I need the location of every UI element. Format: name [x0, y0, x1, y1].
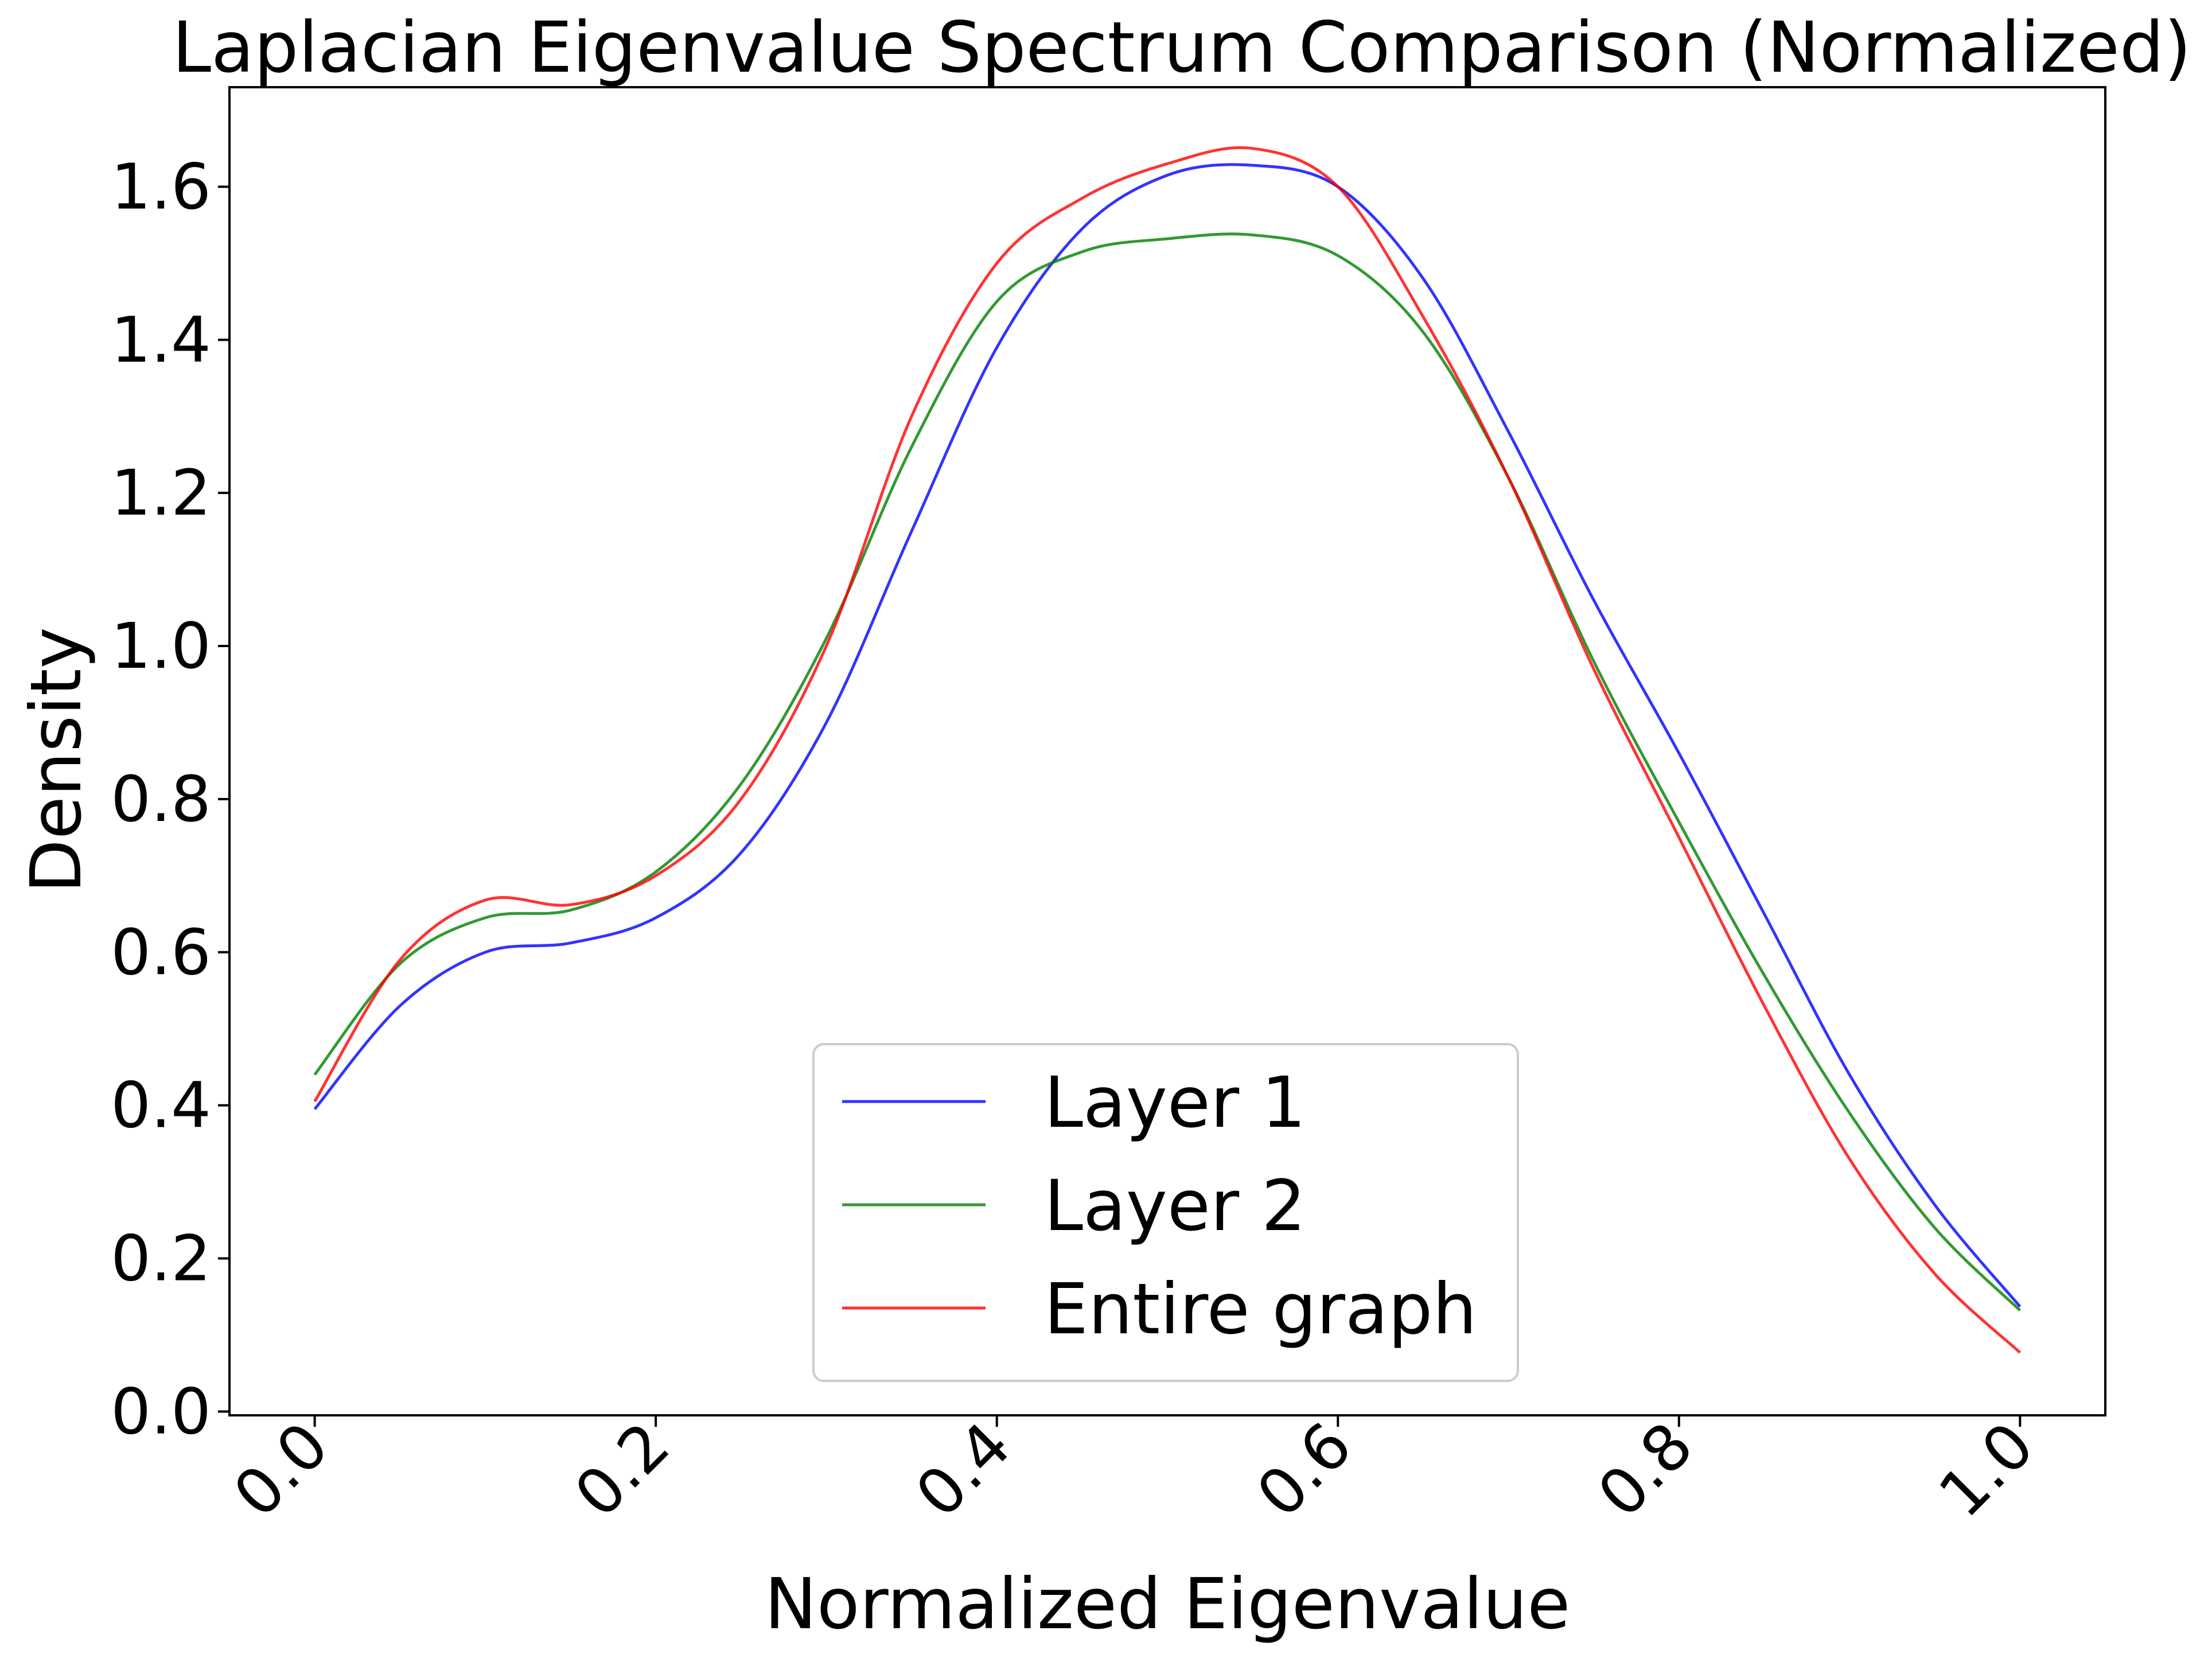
legend-label-layer-1: Layer 1: [1044, 1062, 1306, 1143]
series-line-layer-1: [313, 163, 2022, 1308]
y-tick-label: 0.0: [111, 1375, 211, 1448]
legend-box: [812, 1043, 1519, 1382]
y-tick-label: 0.8: [111, 762, 211, 836]
series-line-entire-graph: [313, 146, 2022, 1354]
plot-frame: [228, 86, 2106, 1416]
y-tick-label: 1.4: [111, 303, 211, 376]
y-axis-ticks: 0.0 0.2 0.4 0.6 0.8 1.0 1.2 1.4 1.6: [111, 150, 229, 1448]
legend-label-layer-2: Layer 2: [1044, 1165, 1306, 1247]
legend: Layer 1 Layer 2 Entire graph: [812, 1043, 1519, 1382]
chart-title: Laplacian Eigenvalue Spectrum Comparison…: [172, 7, 2191, 88]
legend-entries: Layer 1 Layer 2 Entire graph: [842, 1062, 1477, 1350]
y-axis-title: Density: [15, 627, 97, 893]
plot-area: [228, 86, 2106, 1416]
y-tick-label: 0.4: [111, 1069, 211, 1142]
y-tick-label: 0.6: [111, 916, 211, 989]
y-tick-label: 1.2: [111, 456, 211, 530]
legend-label-entire-graph: Entire graph: [1044, 1268, 1477, 1350]
y-tick-label: 1.0: [111, 609, 211, 683]
series-layer: [313, 146, 2022, 1354]
y-tick-label: 0.2: [111, 1221, 211, 1295]
y-tick-label: 1.6: [111, 150, 211, 223]
x-axis-title: Normalized Eigenvalue: [765, 1563, 1571, 1645]
